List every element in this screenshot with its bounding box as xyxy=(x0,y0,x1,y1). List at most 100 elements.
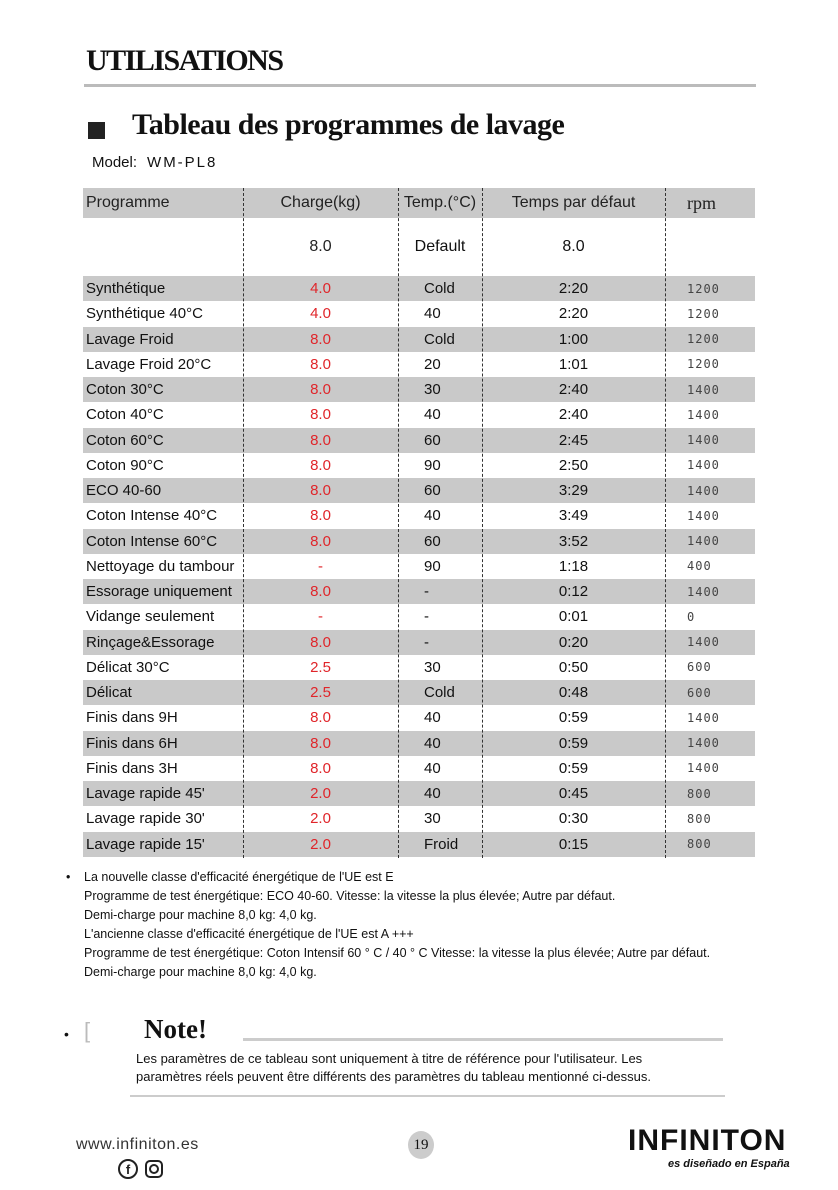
page-number: 19 xyxy=(408,1131,434,1159)
table-row: Coton Intense 60°C 8.0 60 3:52 1400 xyxy=(83,528,755,554)
temperature: 60 xyxy=(424,482,441,500)
charge: 8.0 xyxy=(310,734,331,752)
rpm: 1400 xyxy=(687,584,720,599)
time: 0:59 xyxy=(558,759,589,777)
program: Essorage uniquement xyxy=(86,583,232,601)
time: 0:48 xyxy=(558,684,589,702)
model: Model: WM-PL8 xyxy=(92,154,217,171)
time: 0:50 xyxy=(558,658,589,676)
rpm: 1400 xyxy=(687,635,720,650)
time: 3:52 xyxy=(558,532,589,550)
temperature: Cold xyxy=(424,280,455,298)
table-row: Vidange seulement - - 0:01 0 xyxy=(83,604,755,629)
temperature: 30 xyxy=(424,658,441,676)
table-row: Délicat 2.5 Cold 0:48 600 xyxy=(83,680,755,706)
temperature: Froid xyxy=(424,835,459,853)
program: Lavage rapide 45' xyxy=(86,785,205,803)
program: Lavage Froid 20°C xyxy=(86,355,212,373)
charge: 8.0 xyxy=(310,431,331,449)
table-row: Coton 60°C 8.0 60 2:45 1400 xyxy=(83,427,755,453)
time: 0:12 xyxy=(558,583,589,601)
website: www.infiniton.es xyxy=(76,1136,199,1153)
table-row: Lavage rapide 15' 2.0 Froid 0:15 800 xyxy=(83,831,755,857)
table-row: Finis dans 6H 8.0 40 0:59 1400 xyxy=(83,730,755,756)
table-row: Finis dans 9H 8.0 40 0:59 1400 xyxy=(83,705,755,730)
rpm: 1400 xyxy=(687,736,720,751)
table-row: Coton 30°C 8.0 30 2:40 1400 xyxy=(83,377,755,403)
temperature: 40 xyxy=(424,507,441,525)
program: Finis dans 3H xyxy=(86,759,178,777)
program: Finis dans 6H xyxy=(86,734,178,752)
note-line: Programme de test énergétique: ECO 40-60… xyxy=(84,889,616,903)
social-icons: f xyxy=(118,1159,163,1179)
rpm: 1400 xyxy=(687,433,720,448)
note-line: Demi-charge pour machine 8,0 kg: 4,0 kg. xyxy=(84,908,317,922)
note-rule xyxy=(130,1095,725,1097)
time: 2:50 xyxy=(558,456,589,474)
temperature: 20 xyxy=(424,355,441,373)
bullet: • xyxy=(64,1026,69,1042)
rpm: 600 xyxy=(687,685,712,700)
rpm: 800 xyxy=(687,837,712,852)
program: Finis dans 9H xyxy=(86,709,178,727)
table-row: Lavage rapide 45' 2.0 40 0:45 800 xyxy=(83,781,755,807)
note-rule xyxy=(243,1038,723,1041)
time: 1:18 xyxy=(558,557,589,575)
temperature: - xyxy=(424,633,429,651)
column-separator xyxy=(243,188,244,858)
model-value: WM-PL8 xyxy=(147,154,218,171)
program: Coton Intense 60°C xyxy=(86,532,218,550)
note-title: Note! xyxy=(144,1014,207,1044)
table-row: Nettoyage du tambour - 90 1:18 400 xyxy=(83,554,755,579)
charge: 4.0 xyxy=(310,280,331,298)
charge: 8.0 xyxy=(310,532,331,550)
program: Nettoyage du tambour xyxy=(86,557,235,575)
temperature: 30 xyxy=(424,810,441,828)
time: 2:20 xyxy=(558,280,589,298)
table-row: Finis dans 3H 8.0 40 0:59 1400 xyxy=(83,756,755,781)
note-text: Les paramètres de ce tableau sont unique… xyxy=(136,1051,651,1084)
rpm: 1400 xyxy=(687,382,720,397)
program: Délicat 30°C xyxy=(86,658,170,676)
temperature: 40 xyxy=(424,734,441,752)
table-row: Délicat 30°C 2.5 30 0:50 600 xyxy=(83,655,755,680)
column-separator xyxy=(482,188,483,858)
table-row: ECO 40-60 8.0 60 3:29 1400 xyxy=(83,478,755,504)
tagline: es diseñado en España xyxy=(668,1158,790,1170)
temperature: 90 xyxy=(424,456,441,474)
bracket: [ xyxy=(84,1018,91,1043)
note-line: Programme de test énergétique: Coton Int… xyxy=(84,946,711,960)
temperature: Cold xyxy=(424,330,455,348)
page-heading: UTILISATIONS xyxy=(86,44,284,77)
table-row: Coton 90°C 8.0 90 2:50 1400 xyxy=(83,453,755,478)
note-line: Demi-charge pour machine 8,0 kg: 4,0 kg. xyxy=(84,965,317,979)
table-row: Coton Intense 40°C 8.0 40 3:49 1400 xyxy=(83,503,755,528)
rpm: 1400 xyxy=(687,508,720,523)
charge: 8.0 xyxy=(310,633,331,651)
table-row: Coton 40°C 8.0 40 2:40 1400 xyxy=(83,402,755,427)
time: 1:00 xyxy=(558,330,589,348)
table-row: Lavage Froid 20°C 8.0 20 1:01 1200 xyxy=(83,352,755,377)
charge: 8.0 xyxy=(310,507,331,525)
time: 0:01 xyxy=(558,608,589,626)
time: 0:30 xyxy=(558,810,589,828)
charge: 4.0 xyxy=(310,305,331,323)
temperature: 40 xyxy=(424,785,441,803)
program: Coton 90°C xyxy=(86,456,164,474)
charge: 2.0 xyxy=(310,785,331,803)
program: Coton 30°C xyxy=(86,381,164,399)
charge: 8.0 xyxy=(310,456,331,474)
charge: 2.5 xyxy=(310,658,331,676)
time: 0:45 xyxy=(558,785,589,803)
default-temp: Default xyxy=(414,238,466,255)
temperature: 40 xyxy=(424,406,441,424)
column-header: Temps par défaut xyxy=(511,194,636,211)
program: Délicat xyxy=(86,684,132,702)
program-table: Programme Charge(kg) Temp.(°C) Temps par dé… xyxy=(83,188,755,857)
table-row: Essorage uniquement 8.0 - 0:12 1400 xyxy=(83,579,755,605)
model-label: Model: xyxy=(92,154,138,171)
rpm: 1200 xyxy=(687,357,720,372)
temperature: - xyxy=(424,608,429,626)
time: 2:45 xyxy=(558,431,589,449)
charge: 2.0 xyxy=(310,835,331,853)
